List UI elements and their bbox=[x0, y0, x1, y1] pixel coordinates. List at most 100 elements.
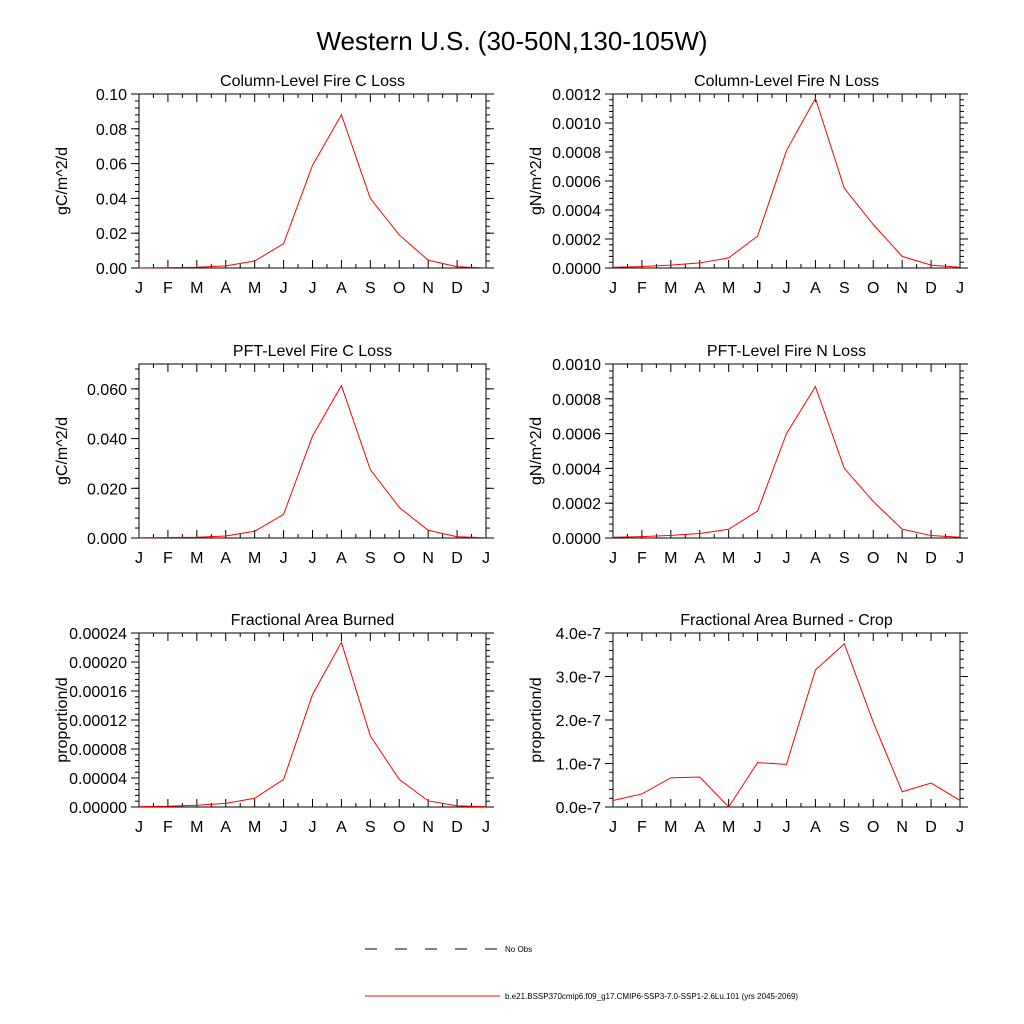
x-tick-label: A bbox=[694, 280, 705, 297]
x-tick-label: O bbox=[393, 819, 405, 836]
x-tick-label: A bbox=[336, 280, 347, 297]
y-axis-label: proportion/d bbox=[54, 677, 71, 762]
x-tick-label: S bbox=[839, 819, 850, 836]
x-tick-label: A bbox=[810, 550, 821, 567]
panel-title: PFT-Level Fire C Loss bbox=[233, 343, 392, 360]
y-tick-label: 0.0008 bbox=[552, 145, 601, 162]
x-tick-label: A bbox=[694, 819, 705, 836]
x-tick-label: D bbox=[925, 550, 937, 567]
plot-frame bbox=[138, 363, 487, 539]
x-tick-label: M bbox=[248, 819, 261, 836]
x-tick-label: N bbox=[422, 819, 434, 836]
y-axis-label: gC/m^2/d bbox=[54, 147, 71, 215]
y-tick-label: 0.08 bbox=[96, 122, 127, 139]
x-tick-label: O bbox=[867, 819, 879, 836]
plot-frame bbox=[612, 93, 961, 269]
y-tick-label: 0.0000 bbox=[552, 261, 601, 278]
x-tick-label: A bbox=[810, 819, 821, 836]
y-tick-label: 0.0000 bbox=[552, 531, 601, 548]
x-tick-label: J bbox=[280, 819, 288, 836]
x-tick-label: M bbox=[190, 280, 203, 297]
x-tick-label: A bbox=[220, 550, 231, 567]
x-tick-label: J bbox=[280, 550, 288, 567]
x-tick-label: J bbox=[482, 819, 490, 836]
x-tick-label: J bbox=[309, 550, 317, 567]
y-tick-label: 3.0e-7 bbox=[556, 670, 601, 687]
x-tick-label: S bbox=[365, 280, 376, 297]
plot-frame bbox=[138, 632, 487, 808]
x-tick-label: J bbox=[956, 550, 964, 567]
x-tick-label: N bbox=[896, 819, 908, 836]
series-line bbox=[138, 641, 487, 808]
x-tick-label: M bbox=[722, 819, 735, 836]
x-tick-label: M bbox=[722, 550, 735, 567]
y-tick-label: 0.0004 bbox=[552, 461, 601, 478]
x-tick-label: F bbox=[637, 550, 647, 567]
x-tick-label: J bbox=[135, 550, 143, 567]
plot-frame bbox=[612, 363, 961, 539]
series-line bbox=[138, 384, 487, 539]
x-tick-label: J bbox=[783, 819, 791, 836]
x-tick-label: J bbox=[482, 280, 490, 297]
x-tick-label: A bbox=[810, 280, 821, 297]
x-tick-label: O bbox=[393, 280, 405, 297]
x-tick-label: D bbox=[925, 280, 937, 297]
x-tick-label: D bbox=[451, 819, 463, 836]
series-line bbox=[612, 385, 961, 538]
y-tick-label: 0.000 bbox=[87, 531, 127, 548]
panel-title: Fractional Area Burned bbox=[231, 612, 395, 629]
y-tick-label: 0.00012 bbox=[69, 713, 127, 730]
x-tick-label: J bbox=[309, 819, 317, 836]
x-tick-label: F bbox=[637, 819, 647, 836]
x-tick-label: J bbox=[309, 280, 317, 297]
y-tick-label: 0.0e-7 bbox=[556, 800, 601, 817]
x-tick-label: F bbox=[637, 280, 647, 297]
y-tick-label: 0.0002 bbox=[552, 496, 601, 513]
x-tick-label: F bbox=[163, 819, 173, 836]
y-tick-label: 0.0006 bbox=[552, 174, 601, 191]
y-tick-label: 0.0012 bbox=[552, 87, 601, 104]
y-axis-label: gN/m^2/d bbox=[528, 417, 545, 485]
panel-title: Column-Level Fire C Loss bbox=[220, 73, 405, 90]
x-tick-label: J bbox=[280, 280, 288, 297]
y-axis-label: proportion/d bbox=[528, 677, 545, 762]
x-tick-label: F bbox=[163, 280, 173, 297]
panel-title: Column-Level Fire N Loss bbox=[694, 73, 879, 90]
y-tick-label: 0.00 bbox=[96, 261, 127, 278]
y-tick-label: 4.0e-7 bbox=[556, 626, 601, 643]
x-tick-label: O bbox=[867, 280, 879, 297]
y-tick-label: 1.0e-7 bbox=[556, 757, 601, 774]
x-tick-label: J bbox=[609, 819, 617, 836]
x-tick-label: S bbox=[365, 819, 376, 836]
x-tick-label: S bbox=[839, 550, 850, 567]
x-tick-label: J bbox=[783, 280, 791, 297]
y-tick-label: 0.020 bbox=[87, 481, 127, 498]
panel-title: Fractional Area Burned - Crop bbox=[680, 612, 893, 629]
x-tick-label: N bbox=[422, 280, 434, 297]
y-tick-label: 0.0008 bbox=[552, 392, 601, 409]
panel-title: PFT-Level Fire N Loss bbox=[707, 343, 866, 360]
legend: No Obs b.e21.BSSP370cmip6.f09_g17.CMIP6-… bbox=[365, 945, 798, 1001]
y-tick-label: 0.040 bbox=[87, 432, 127, 449]
x-tick-label: J bbox=[135, 819, 143, 836]
y-tick-label: 0.0010 bbox=[552, 116, 601, 133]
x-tick-label: J bbox=[956, 280, 964, 297]
y-tick-label: 0.060 bbox=[87, 382, 127, 399]
x-tick-label: A bbox=[220, 819, 231, 836]
x-tick-label: J bbox=[754, 550, 762, 567]
y-tick-label: 0.0004 bbox=[552, 203, 601, 220]
x-tick-label: S bbox=[365, 550, 376, 567]
x-tick-label: A bbox=[220, 280, 231, 297]
x-tick-label: J bbox=[754, 280, 762, 297]
x-tick-label: J bbox=[609, 280, 617, 297]
y-axis-label: gC/m^2/d bbox=[54, 417, 71, 485]
y-tick-label: 0.00024 bbox=[69, 626, 127, 643]
x-tick-label: N bbox=[896, 280, 908, 297]
x-tick-label: M bbox=[722, 280, 735, 297]
